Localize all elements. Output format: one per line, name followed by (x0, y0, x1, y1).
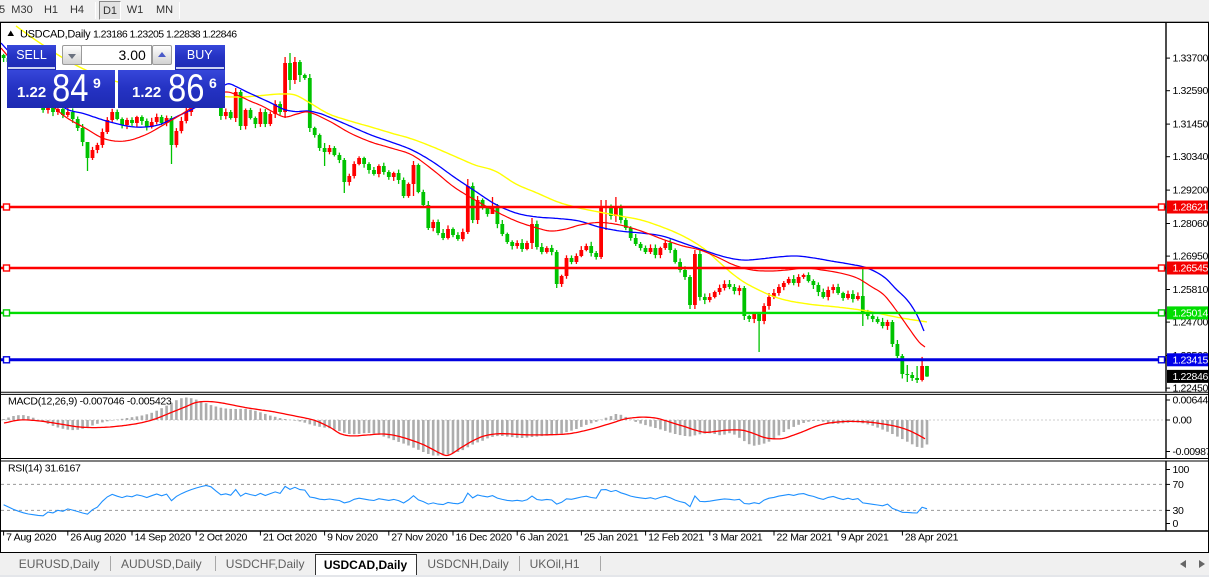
svg-text:1.28060: 1.28060 (1173, 218, 1209, 230)
svg-text:1.22450: 1.22450 (1173, 383, 1209, 395)
svg-text:MACD(12,26,9) -0.007046 -0.005: MACD(12,26,9) -0.007046 -0.005423 (8, 396, 172, 408)
svg-text:7 Aug 2020: 7 Aug 2020 (6, 532, 57, 544)
svg-text:70: 70 (1173, 479, 1184, 491)
svg-text:28 Apr 2021: 28 Apr 2021 (905, 532, 959, 544)
svg-text:9 Apr 2021: 9 Apr 2021 (841, 532, 889, 544)
svg-text:21 Oct 2020: 21 Oct 2020 (263, 532, 317, 544)
svg-text:6 Jan 2021: 6 Jan 2021 (520, 532, 569, 544)
svg-text:22 Mar 2021: 22 Mar 2021 (777, 532, 833, 544)
svg-text:0: 0 (1173, 518, 1179, 530)
svg-text:14 Sep 2020: 14 Sep 2020 (135, 532, 192, 544)
svg-text:26 Aug 2020: 26 Aug 2020 (70, 532, 126, 544)
svg-text:1.30340: 1.30340 (1173, 151, 1209, 163)
svg-text:1.28621: 1.28621 (1173, 202, 1209, 214)
svg-text:1.22846: 1.22846 (1173, 371, 1209, 383)
svg-text:16 Dec 2020: 16 Dec 2020 (456, 532, 513, 544)
svg-text:1.29200: 1.29200 (1173, 185, 1209, 197)
svg-text:1.33700: 1.33700 (1173, 53, 1209, 65)
svg-text:1.23415: 1.23415 (1173, 354, 1209, 366)
svg-text:1.25810: 1.25810 (1173, 284, 1209, 296)
svg-text:0.006444: 0.006444 (1173, 395, 1209, 407)
svg-text:100: 100 (1173, 464, 1190, 476)
svg-text:0.00: 0.00 (1173, 415, 1193, 427)
svg-text:2 Oct 2020: 2 Oct 2020 (199, 532, 248, 544)
svg-text:RSI(14) 31.6167: RSI(14) 31.6167 (8, 463, 81, 475)
svg-text:1.23186 1.23205 1.22838 1.2284: 1.23186 1.23205 1.22838 1.22846 (93, 29, 237, 41)
svg-text:1.32590: 1.32590 (1173, 85, 1209, 97)
svg-text:1.24700: 1.24700 (1173, 317, 1209, 329)
svg-text:1.31450: 1.31450 (1173, 119, 1209, 131)
svg-text:27 Nov 2020: 27 Nov 2020 (391, 532, 448, 544)
svg-text:1.26545: 1.26545 (1173, 263, 1209, 275)
svg-text:12 Feb 2021: 12 Feb 2021 (648, 532, 704, 544)
svg-text:1.26950: 1.26950 (1173, 251, 1209, 263)
svg-text:30: 30 (1173, 505, 1184, 517)
svg-text:1.25014: 1.25014 (1173, 307, 1209, 319)
svg-text:9 Nov 2020: 9 Nov 2020 (327, 532, 378, 544)
svg-text:25 Jan 2021: 25 Jan 2021 (584, 532, 639, 544)
svg-text:USDCAD,Daily: USDCAD,Daily (20, 29, 91, 41)
svg-text:3 Mar 2021: 3 Mar 2021 (712, 532, 763, 544)
